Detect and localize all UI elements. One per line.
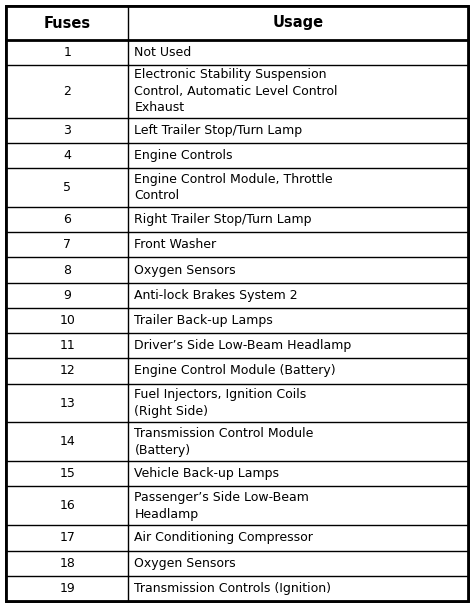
Bar (128, 257, 468, 283)
Text: 10: 10 (59, 314, 75, 327)
Bar (6, 207, 128, 232)
Bar (6, 576, 128, 601)
Bar (6, 65, 128, 118)
Bar (128, 551, 468, 576)
Text: 16: 16 (59, 500, 75, 512)
Bar (6, 168, 128, 207)
Text: 18: 18 (59, 557, 75, 569)
Bar (6, 358, 128, 384)
Bar (128, 283, 468, 308)
Text: 1: 1 (63, 46, 71, 59)
Bar (6, 384, 128, 422)
Bar (6, 333, 128, 358)
Bar (6, 118, 128, 143)
Bar (128, 232, 468, 257)
Bar (128, 65, 468, 118)
Text: 9: 9 (63, 289, 71, 302)
Bar (128, 143, 468, 168)
Text: Passenger’s Side Low-Beam
Headlamp: Passenger’s Side Low-Beam Headlamp (135, 491, 310, 521)
Text: Engine Control Module (Battery): Engine Control Module (Battery) (135, 364, 336, 378)
Text: 3: 3 (63, 124, 71, 137)
Bar (6, 257, 128, 283)
Text: 14: 14 (59, 435, 75, 449)
Text: 19: 19 (59, 582, 75, 595)
Text: Driver’s Side Low-Beam Headlamp: Driver’s Side Low-Beam Headlamp (135, 339, 352, 352)
Text: Oxygen Sensors: Oxygen Sensors (135, 263, 236, 277)
Text: Engine Controls: Engine Controls (135, 149, 233, 162)
Bar (128, 333, 468, 358)
Bar (128, 525, 468, 551)
Text: Vehicle Back-up Lamps: Vehicle Back-up Lamps (135, 467, 280, 480)
Text: 7: 7 (63, 239, 71, 251)
Text: Electronic Stability Suspension
Control, Automatic Level Control
Exhaust: Electronic Stability Suspension Control,… (135, 69, 338, 115)
Text: Oxygen Sensors: Oxygen Sensors (135, 557, 236, 569)
Text: 12: 12 (59, 364, 75, 378)
Bar (128, 576, 468, 601)
Text: Usage: Usage (273, 16, 324, 30)
Bar (128, 486, 468, 525)
Bar (6, 308, 128, 333)
Bar (128, 461, 468, 486)
Bar (6, 283, 128, 308)
Text: 8: 8 (63, 263, 71, 277)
Bar (6, 40, 128, 65)
Bar (128, 118, 468, 143)
Text: Engine Control Module, Throttle
Control: Engine Control Module, Throttle Control (135, 173, 333, 202)
Bar (6, 422, 128, 461)
Bar (128, 207, 468, 232)
Text: Front Washer: Front Washer (135, 239, 217, 251)
Text: 2: 2 (63, 85, 71, 98)
Bar (6, 461, 128, 486)
Text: Left Trailer Stop/Turn Lamp: Left Trailer Stop/Turn Lamp (135, 124, 302, 137)
Text: Anti-lock Brakes System 2: Anti-lock Brakes System 2 (135, 289, 298, 302)
Bar (128, 308, 468, 333)
Text: 4: 4 (63, 149, 71, 162)
Text: Right Trailer Stop/Turn Lamp: Right Trailer Stop/Turn Lamp (135, 213, 312, 226)
Bar (128, 168, 468, 207)
Text: Fuel Injectors, Ignition Coils
(Right Side): Fuel Injectors, Ignition Coils (Right Si… (135, 388, 307, 418)
Bar (128, 6, 468, 40)
Bar (6, 6, 128, 40)
Bar (128, 384, 468, 422)
Text: Trailer Back-up Lamps: Trailer Back-up Lamps (135, 314, 273, 327)
Bar (6, 143, 128, 168)
Text: 5: 5 (63, 181, 71, 194)
Text: Air Conditioning Compressor: Air Conditioning Compressor (135, 531, 313, 544)
Bar (6, 551, 128, 576)
Text: 17: 17 (59, 531, 75, 544)
Text: 15: 15 (59, 467, 75, 480)
Text: 6: 6 (63, 213, 71, 226)
Bar (128, 40, 468, 65)
Text: Transmission Control Module
(Battery): Transmission Control Module (Battery) (135, 427, 314, 456)
Bar (6, 486, 128, 525)
Text: Fuses: Fuses (44, 16, 91, 30)
Bar (6, 525, 128, 551)
Text: Not Used: Not Used (135, 46, 191, 59)
Bar (128, 422, 468, 461)
Text: 13: 13 (59, 396, 75, 410)
Bar (128, 358, 468, 384)
Bar (6, 232, 128, 257)
Text: 11: 11 (59, 339, 75, 352)
Text: Transmission Controls (Ignition): Transmission Controls (Ignition) (135, 582, 331, 595)
